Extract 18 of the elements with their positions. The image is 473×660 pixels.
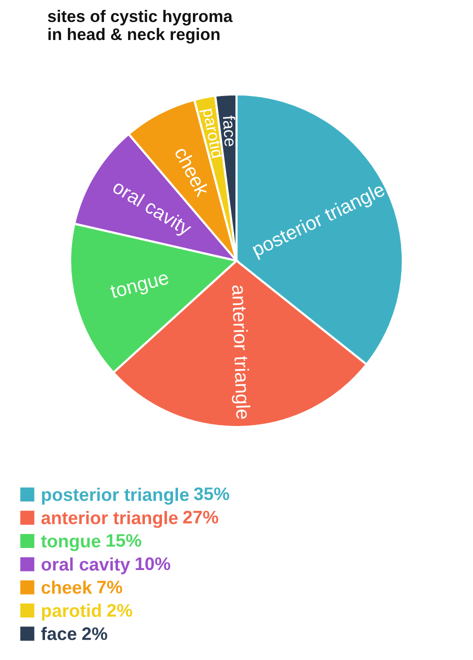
slice-label: anterior triangle (228, 285, 251, 420)
chart-title: sites of cystic hygroma in head & neck region (48, 10, 233, 44)
legend-label: oral cavity (42, 557, 130, 574)
legend-label: tongue (41, 536, 100, 552)
legend-label: face (41, 626, 76, 640)
slice-label: tongue (110, 271, 170, 302)
data-label: 2% (107, 604, 132, 617)
data-label: 2% (82, 627, 108, 640)
legend-label: posterior triangle (42, 488, 189, 505)
legend-label: parotid (42, 604, 101, 621)
legend-label: cheek (42, 580, 92, 594)
data-label: 35% (194, 487, 230, 500)
data-label: 15% (106, 534, 142, 547)
slice-label: face (222, 115, 237, 147)
legend-label: anterior triangle (41, 511, 178, 528)
data-label: 10% (136, 557, 170, 570)
data-label: 7% (97, 580, 122, 594)
data-label: 27% (183, 510, 218, 524)
